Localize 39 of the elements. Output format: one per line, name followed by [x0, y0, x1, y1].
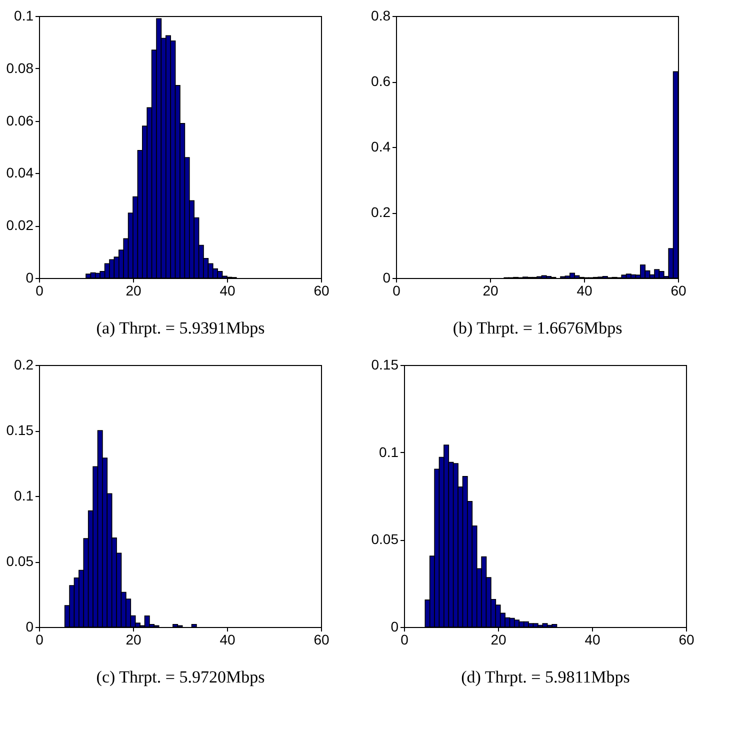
y-tick-label: 0.02 [6, 217, 34, 234]
x-axis-title: (a) Thrpt. = 5.9391Mbps [96, 318, 265, 338]
y-tick-label: 0.6 [371, 73, 391, 89]
y-tick-label: 0.1 [14, 8, 34, 24]
x-tick-label: 20 [490, 632, 506, 648]
x-tick-label: 20 [482, 282, 498, 298]
y-tick-label: 0.06 [6, 112, 34, 128]
y-tick-label: 0.8 [371, 8, 391, 24]
x-axis-title: (b) Thrpt. = 1.6676Mbps [452, 318, 622, 338]
x-tick-label: 60 [670, 282, 686, 298]
x-tick-label: 20 [126, 632, 142, 648]
y-tick-label: 0 [26, 618, 34, 634]
y-tick-label: 0.2 [14, 356, 34, 372]
x-tick-label: 0 [36, 282, 44, 298]
y-tick-label: 0.05 [371, 531, 399, 548]
x-tick-label: 40 [220, 632, 236, 648]
y-tick-label: 0.2 [371, 204, 391, 220]
x-tick-label: 40 [220, 282, 236, 298]
y-tick-label: 0.1 [379, 444, 399, 460]
x-axis-title: (c) Thrpt. = 5.9720Mbps [96, 668, 265, 686]
y-tick-label: 0 [382, 270, 391, 286]
x-tick-label: 60 [314, 632, 330, 648]
y-tick-label: 0.1 [14, 488, 34, 504]
y-tick-label: 0.08 [6, 60, 34, 76]
x-axis-title: (d) Thrpt. = 5.9811Mbps [461, 668, 630, 686]
y-tick-label: 0.04 [6, 164, 34, 181]
x-tick-label: 40 [576, 282, 592, 298]
y-tick-label: 0 [26, 270, 34, 286]
y-tick-label: 0 [390, 618, 399, 634]
x-tick-label: 60 [678, 632, 694, 648]
x-tick-label: 20 [126, 282, 142, 298]
x-tick-label: 60 [314, 282, 330, 298]
x-tick-label: 0 [400, 632, 409, 648]
y-tick-label: 0.05 [6, 553, 34, 569]
x-tick-label: 40 [584, 632, 600, 648]
x-tick-label: 0 [36, 632, 44, 648]
y-tick-label: 0.15 [371, 356, 399, 372]
y-tick-label: 0.4 [371, 138, 391, 154]
y-tick-label: 0.15 [6, 422, 34, 438]
